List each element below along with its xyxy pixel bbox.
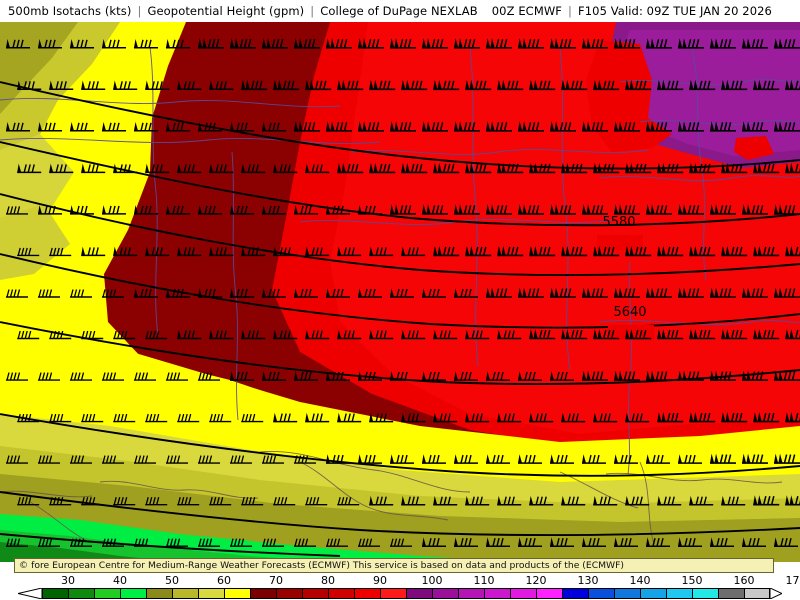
isotach-color-scale: 30 40 50 60 70 80 90 100 110 120 130 140 150 160 170 [0, 574, 800, 600]
scale-swatch[interactable] [432, 588, 458, 599]
scale-tick-label: 30 [61, 574, 75, 587]
ecmwf-attribution: © fore European Centre for Medium-Range … [14, 558, 774, 573]
scale-swatch[interactable] [276, 588, 302, 599]
scale-tick-label: 40 [113, 574, 127, 587]
title-bar: 500mb Isotachs (kts) | Geopotential Heig… [0, 0, 800, 22]
scale-tick-label: 50 [165, 574, 179, 587]
title-separator-2: | [310, 4, 315, 18]
scale-swatch[interactable] [172, 588, 198, 599]
scale-tick-label: 100 [421, 574, 443, 587]
scale-tick-label: 170 [785, 574, 800, 587]
scale-swatch[interactable] [692, 588, 718, 599]
scale-swatch[interactable] [640, 588, 666, 599]
scale-swatch[interactable] [68, 588, 94, 599]
scale-color-bar[interactable] [0, 588, 800, 599]
isotach-map-svg: 5580 5640 [0, 22, 800, 562]
scale-swatch[interactable] [94, 588, 120, 599]
title-separator-3: | [568, 4, 573, 18]
scale-swatch[interactable] [562, 588, 588, 599]
scale-swatch[interactable] [380, 588, 406, 599]
title-field-2: Geopotential Height (gpm) [147, 4, 305, 18]
scale-tick-label: 80 [321, 574, 335, 587]
scale-swatch[interactable] [224, 588, 250, 599]
scale-swatch[interactable] [744, 588, 770, 599]
scale-swatch[interactable] [120, 588, 146, 599]
scale-tick-label: 130 [577, 574, 599, 587]
scale-swatch[interactable] [250, 588, 276, 599]
scale-swatch[interactable] [588, 588, 614, 599]
scale-high-cap [770, 588, 782, 599]
scale-swatch[interactable] [198, 588, 224, 599]
scale-tick-labels: 30 40 50 60 70 80 90 100 110 120 130 140 150 160 170 [0, 574, 800, 587]
title-model-run: 00Z ECMWF [491, 4, 563, 18]
title-product: 500mb Isotachs (kts) [8, 4, 132, 18]
scale-swatch[interactable] [484, 588, 510, 599]
scale-swatch[interactable] [718, 588, 744, 599]
scale-swatch[interactable] [666, 588, 692, 599]
scale-tick-label: 140 [629, 574, 651, 587]
scale-swatch[interactable] [42, 588, 68, 599]
scale-tick-label: 90 [373, 574, 387, 587]
scale-swatch[interactable] [458, 588, 484, 599]
scale-swatch[interactable] [146, 588, 172, 599]
scale-tick-label: 110 [473, 574, 495, 587]
scale-swatch[interactable] [614, 588, 640, 599]
scale-swatch[interactable] [328, 588, 354, 599]
scale-swatch[interactable] [302, 588, 328, 599]
scale-swatch[interactable] [406, 588, 432, 599]
scale-swatch[interactable] [536, 588, 562, 599]
scale-low-cap [18, 588, 42, 599]
scale-tick-label: 150 [681, 574, 703, 587]
height-contour-label: 5580 [602, 215, 635, 230]
height-contour-label: 5640 [613, 305, 646, 320]
scale-swatch[interactable] [354, 588, 380, 599]
scale-swatch[interactable] [510, 588, 536, 599]
scale-tick-label: 160 [733, 574, 755, 587]
scale-tick-label: 70 [269, 574, 283, 587]
scale-tick-label: 120 [525, 574, 547, 587]
title-source: College of DuPage NEXLAB [320, 4, 478, 18]
scale-tick-label: 60 [217, 574, 231, 587]
title-separator-1: | [137, 4, 142, 18]
title-valid-time: F105 Valid: 09Z TUE JAN 20 2026 [578, 4, 772, 18]
map-canvas[interactable]: 5580 5640 [0, 22, 800, 562]
